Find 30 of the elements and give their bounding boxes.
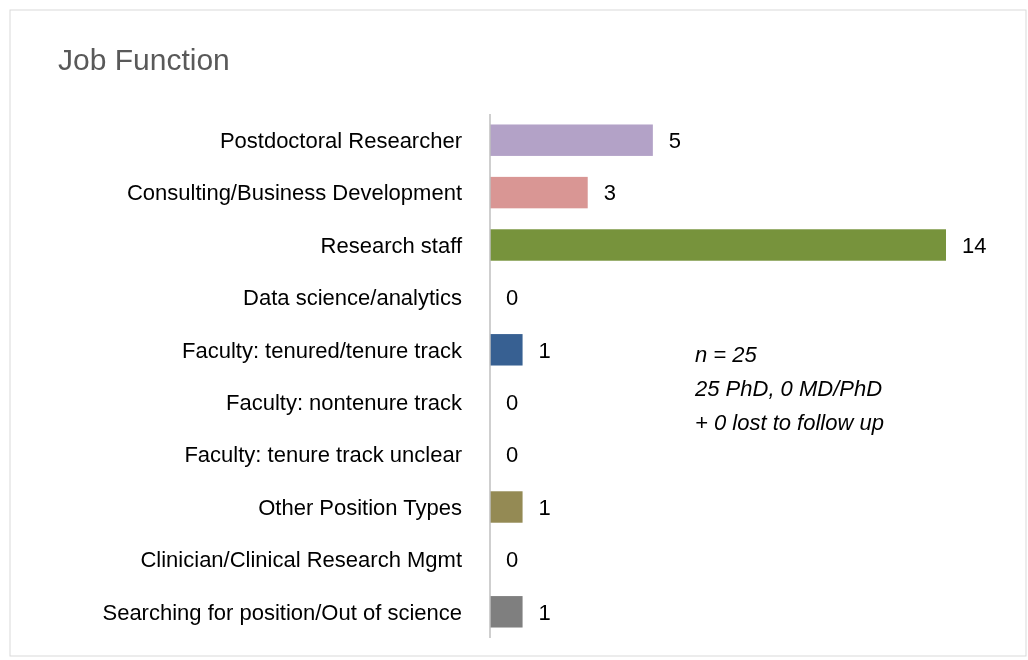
annotation: n = 25 [695, 342, 758, 367]
y-tick-label: Faculty: tenure track unclear [184, 442, 462, 468]
annotation: + 0 lost to follow up [695, 410, 884, 435]
data-label: 1 [538, 494, 551, 520]
y-tick-label: Other Position Types [258, 494, 462, 520]
bar [490, 229, 946, 261]
data-label: 0 [506, 442, 519, 468]
data-label: 0 [506, 547, 519, 573]
text: Job Function [58, 43, 230, 76]
y-tick-label: Postdoctoral Researcher [219, 127, 462, 153]
data-label: 14 [962, 232, 987, 258]
y-tick-label: Searching for position/Out of science [102, 599, 462, 625]
y-tick-label: Faculty: nontenure track [225, 389, 463, 415]
annotation: 25 PhD, 0 MD/PhD [694, 376, 883, 401]
data-label: 0 [506, 285, 519, 311]
bar [490, 176, 588, 209]
data-label: 5 [668, 127, 682, 153]
data-label: 3 [603, 180, 616, 206]
y-tick-label: Clinician/Clinical Research Mgmt [140, 547, 462, 573]
bar [490, 596, 523, 628]
data-label: 1 [538, 337, 551, 363]
y-tick-label: Consulting/Business Development [126, 180, 462, 206]
data-label: 1 [538, 599, 551, 625]
data-label: 0 [506, 389, 519, 415]
y-tick-label: Research staff [320, 232, 463, 258]
bar [490, 334, 523, 366]
bar [490, 491, 523, 523]
y-tick-label: Faculty: tenured/tenure track [181, 337, 463, 363]
y-tick-label: Data science/analytics [243, 285, 462, 311]
bar [490, 124, 653, 156]
